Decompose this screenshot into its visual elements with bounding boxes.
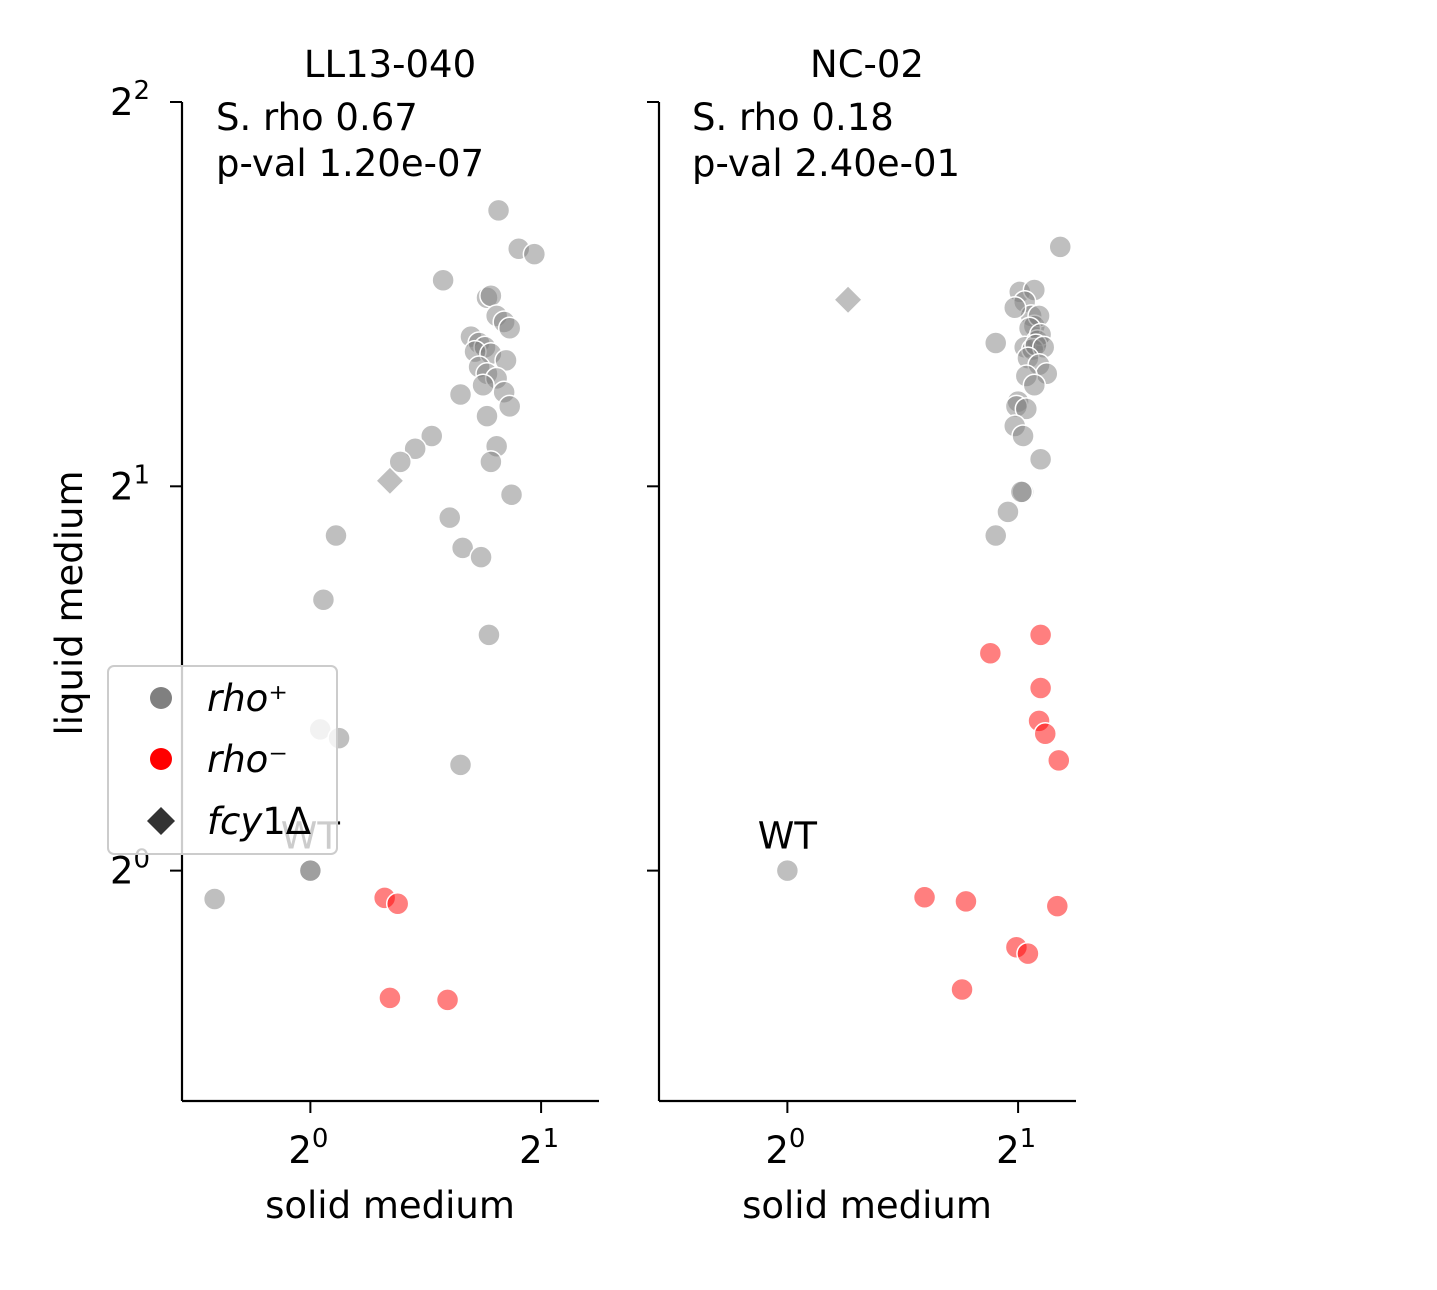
y-tick-label: 21: [110, 460, 150, 508]
panel-1-points: WT: [202, 198, 547, 1012]
rho-minus-point: [1045, 894, 1070, 918]
rho-plus-point: [497, 394, 522, 419]
rho-plus-point: [1003, 295, 1027, 320]
rho-minus-point: [1028, 623, 1053, 647]
legend-marker: [150, 687, 172, 709]
rho-plus-point: [403, 437, 427, 461]
rho-plus-point: [479, 284, 503, 308]
rho-plus-point: [469, 545, 493, 569]
rho-plus-point: [479, 450, 503, 474]
rho-minus-point: [978, 641, 1003, 666]
legend-label-suffix: ⁺: [268, 677, 288, 720]
rho-minus-point: [950, 977, 974, 1002]
rho-plus-point: [497, 316, 522, 340]
legend-label: rho⁻: [207, 738, 288, 781]
legend-label-suffix: ⁻: [268, 738, 288, 781]
panel-1-pval-annotation: p-val 1.20e-07: [216, 142, 484, 185]
rho-plus-point: [324, 523, 348, 548]
rho-plus-point: [499, 482, 524, 507]
legend-marker: [147, 807, 175, 835]
rho-minus-point: [954, 889, 978, 914]
legend-box: [107, 665, 338, 855]
legend: rho⁺rho⁻fcy1Δ: [107, 665, 338, 855]
rho-plus-point: [1014, 397, 1039, 421]
rho-plus-point: [431, 268, 455, 293]
rho-plus-point: [1009, 480, 1034, 504]
panel-2-xlabel: solid medium: [742, 1184, 992, 1227]
rho-minus-point: [1033, 722, 1058, 746]
x-tick-label: 21: [996, 1124, 1036, 1172]
legend-label-italic: fcy: [207, 800, 263, 843]
legend-label: rho⁺: [207, 677, 288, 720]
rho-minus-point: [1016, 941, 1040, 966]
panel-2-points: WT: [758, 235, 1072, 1002]
y-tick-label: 22: [110, 76, 150, 124]
panel-1-title: LL13-040: [304, 43, 476, 86]
rho-plus-point: [448, 382, 473, 407]
rho-plus-point: [983, 331, 1008, 355]
rho-plus-point: [1048, 235, 1072, 259]
rho-plus-point: [996, 500, 1020, 524]
rho-plus-point: [486, 198, 511, 223]
y-axis-label: liquid medium: [48, 470, 91, 735]
x-tick-label: 21: [519, 1124, 559, 1172]
panel-1-rho-annotation: S. rho 0.67: [216, 96, 418, 139]
rho-plus-point: [450, 536, 475, 560]
x-tick-exponent: 1: [1020, 1124, 1037, 1154]
rho-plus-point: [419, 424, 444, 448]
legend-label-italic: rho: [207, 677, 268, 720]
rho-plus-point: [448, 753, 473, 777]
panel-2-title: NC-02: [810, 43, 924, 86]
wt-label: WT: [758, 815, 818, 858]
x-tick-exponent: 1: [543, 1124, 560, 1154]
legend-label: fcy1Δ: [207, 800, 311, 843]
rho-plus-point: [475, 404, 499, 428]
rho-plus-point: [311, 587, 336, 612]
y-tick-exponent: 1: [134, 460, 151, 490]
wt-point: [298, 858, 323, 883]
y-tick-exponent: 2: [134, 76, 151, 106]
panel-1-xlabel: solid medium: [265, 1184, 515, 1227]
rho-plus-point: [1022, 373, 1047, 397]
rho-plus-point: [388, 450, 413, 474]
x-tick-label: 20: [765, 1124, 805, 1172]
panel-2-pval-annotation: p-val 2.40e-01: [692, 142, 960, 185]
fcy1-point: [374, 465, 405, 496]
rho-plus-point: [471, 373, 495, 397]
rho-plus-point: [1028, 447, 1053, 472]
x-tick-exponent: 0: [312, 1124, 329, 1154]
rho-minus-point: [385, 891, 410, 916]
rho-plus-point: [1011, 424, 1035, 448]
panel-2-axes: 20 21: [647, 101, 1076, 1172]
rho-minus-point: [1028, 676, 1053, 700]
rho-plus-point: [522, 242, 547, 266]
x-tick-exponent: 0: [789, 1124, 806, 1154]
fcy1-point: [833, 284, 864, 315]
rho-minus-point: [378, 986, 402, 1010]
legend-marker: [150, 748, 172, 770]
rho-plus-point: [477, 623, 501, 647]
panel-2: NC-02 WT 20 21 S. rho 0.18 p-val 2.40e-01…: [647, 43, 1076, 1227]
legend-entries: rho⁺rho⁻fcy1Δ: [147, 677, 311, 843]
rho-minus-point: [1047, 748, 1071, 773]
legend-label-italic: rho: [207, 738, 268, 781]
rho-plus-point: [202, 887, 227, 911]
rho-minus-point: [435, 988, 460, 1012]
rho-plus-point: [983, 523, 1008, 548]
panel-2-rho-annotation: S. rho 0.18: [692, 96, 894, 139]
wt-point: [775, 858, 800, 883]
legend-label-suffix: 1Δ: [262, 800, 311, 843]
rho-plus-point: [437, 505, 462, 530]
rho-minus-point: [912, 885, 937, 910]
x-tick-label: 20: [288, 1124, 328, 1172]
